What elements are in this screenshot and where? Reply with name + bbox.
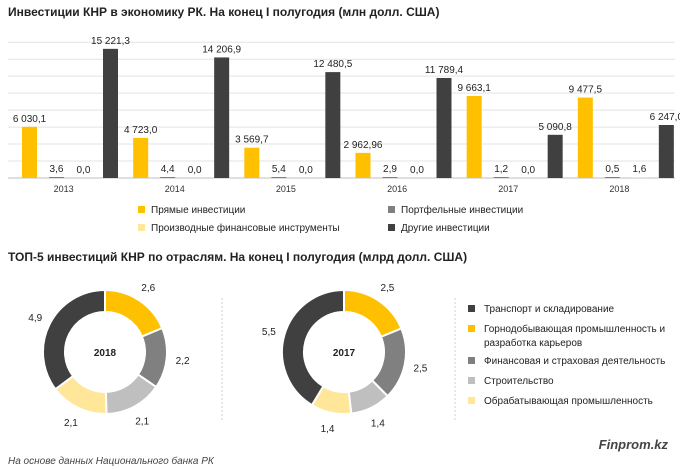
legend-item-direct: Прямые инвестиции: [138, 205, 358, 216]
donut-data-label: 5,5: [262, 327, 276, 338]
bar: [22, 126, 37, 178]
legend-swatch-other: [388, 224, 395, 231]
legend2-swatch-construction: [468, 377, 475, 384]
donut-data-label: 2,5: [413, 364, 427, 375]
donut-data-label: 1,4: [371, 418, 385, 429]
bar: [244, 147, 260, 178]
bar: [214, 57, 230, 179]
x-tick-label: 2014: [165, 184, 185, 194]
bar: [133, 137, 149, 178]
legend-swatch-portfolio: [388, 206, 395, 213]
legend-label-portfolio: Портфельные инвестиции: [401, 205, 524, 216]
donut-slice: [343, 288, 403, 339]
bar-data-label: 0,0: [77, 165, 91, 176]
legend-swatch-direct: [138, 206, 145, 213]
bar-data-label: 11 789,4: [425, 65, 464, 76]
bar-data-label: 5 090,8: [538, 122, 572, 133]
bar-data-label: 2 962,96: [344, 140, 383, 151]
bar: [382, 177, 398, 178]
bar-data-label: 6 030,1: [13, 114, 47, 125]
bar: [658, 124, 674, 178]
legend2-label-manufacturing: Обрабатывающая промышленность: [484, 396, 653, 407]
legend-item-derivatives: Производные финансовые инструменты: [138, 223, 378, 234]
donut-center-label: 2017: [333, 348, 356, 359]
bar-chart: 6 030,1 3,6 0,0 15 221,3 2013 4 723,0 4,4 0,0 14…: [8, 36, 680, 194]
bar: [436, 77, 452, 178]
source-note: На основе данных Национального банка РК: [8, 456, 214, 467]
bar-data-label: 1,2: [494, 164, 508, 175]
bar: [604, 177, 620, 178]
legend2-swatch-finance: [468, 357, 475, 364]
x-tick-label: 2015: [276, 184, 296, 194]
bar: [466, 96, 482, 178]
legend-label-other: Другие инвестиции: [401, 223, 490, 234]
bar-data-label: 14 206,9: [202, 44, 241, 55]
donut-slice: [104, 288, 164, 338]
bar: [103, 48, 118, 178]
donut-slice: [281, 288, 345, 407]
legend2-label-construction: Строительство: [484, 376, 554, 387]
bar-data-label: 9 663,1: [457, 83, 491, 94]
bar-data-label: 1,6: [632, 164, 646, 175]
bar: [271, 177, 287, 178]
legend2-label-mining: Горнодобывающая промышленность и разрабо…: [484, 324, 666, 349]
x-tick-label: 2013: [54, 184, 74, 194]
x-tick-label: 2018: [609, 184, 629, 194]
legend2-swatch-mining: [468, 325, 475, 332]
bar-data-label: 2,9: [383, 164, 397, 175]
bar-data-label: 0,0: [521, 165, 535, 176]
brand-logo-text: Finprom.kz: [598, 437, 668, 452]
donut-data-label: 2,5: [380, 283, 394, 294]
legend2-swatch-manufacturing: [468, 397, 475, 404]
donut-data-label: 1,4: [321, 424, 335, 435]
legend-item-portfolio: Портфельные инвестиции: [388, 205, 608, 216]
donut-data-label: 2,6: [141, 283, 155, 294]
donut-data-label: 2,1: [135, 417, 149, 428]
bar: [355, 152, 371, 178]
bar-data-label: 15 221,3: [91, 36, 130, 47]
bar: [160, 177, 176, 178]
bar: [631, 177, 647, 178]
donut-legend: Транспорт и складирование Горнодобывающа…: [468, 300, 680, 410]
donut-charts: 2,6 2,2 2,1 2,1 4,9 2018 2,5 2,5 1,4 1,4 5,5 2017: [28, 283, 456, 435]
legend2-swatch-transport: [468, 305, 475, 312]
donut-slice: [42, 288, 106, 391]
legend-label-direct: Прямые инвестиции: [151, 205, 246, 216]
bar: [49, 177, 64, 178]
bar-data-label: 9 477,5: [569, 85, 603, 96]
bar-data-label: 4 723,0: [124, 125, 158, 136]
bar-data-label: 0,0: [410, 165, 424, 176]
bar-data-label: 6 247,0: [650, 112, 680, 123]
legend2-label-finance: Финансовая и страховая деятельность: [484, 356, 666, 367]
bar: [547, 134, 563, 178]
donut-data-label: 2,1: [64, 418, 78, 429]
x-tick-label: 2016: [387, 184, 407, 194]
bar: [493, 177, 509, 178]
bar-data-label: 0,0: [188, 165, 202, 176]
bar-chart-title: Инвестиции КНР в экономику РК. На конец …: [8, 5, 440, 19]
donut-data-label: 2,2: [176, 356, 190, 367]
bar-data-label: 3 569,7: [235, 135, 269, 146]
bar-data-label: 5,4: [272, 164, 286, 175]
bar-data-label: 4,4: [161, 164, 175, 175]
legend-swatch-derivatives: [138, 224, 145, 231]
bar-data-label: 3,6: [50, 164, 64, 175]
donut-data-label: 4,9: [28, 313, 42, 324]
bar-data-label: 0,5: [605, 164, 619, 175]
legend-item-other: Другие инвестиции: [388, 223, 608, 234]
bar-data-label: 0,0: [299, 165, 313, 176]
legend2-label-transport: Транспорт и складирование: [484, 304, 615, 315]
donut-chart-title: ТОП-5 инвестиций КНР по отраслям. На кон…: [8, 250, 468, 264]
bar: [325, 72, 341, 178]
legend-label-derivatives: Производные финансовые инструменты: [151, 223, 340, 234]
bar-data-label: 12 480,5: [313, 59, 352, 70]
bar: [577, 97, 593, 178]
x-tick-label: 2017: [498, 184, 518, 194]
donut-center-label: 2018: [94, 348, 117, 359]
